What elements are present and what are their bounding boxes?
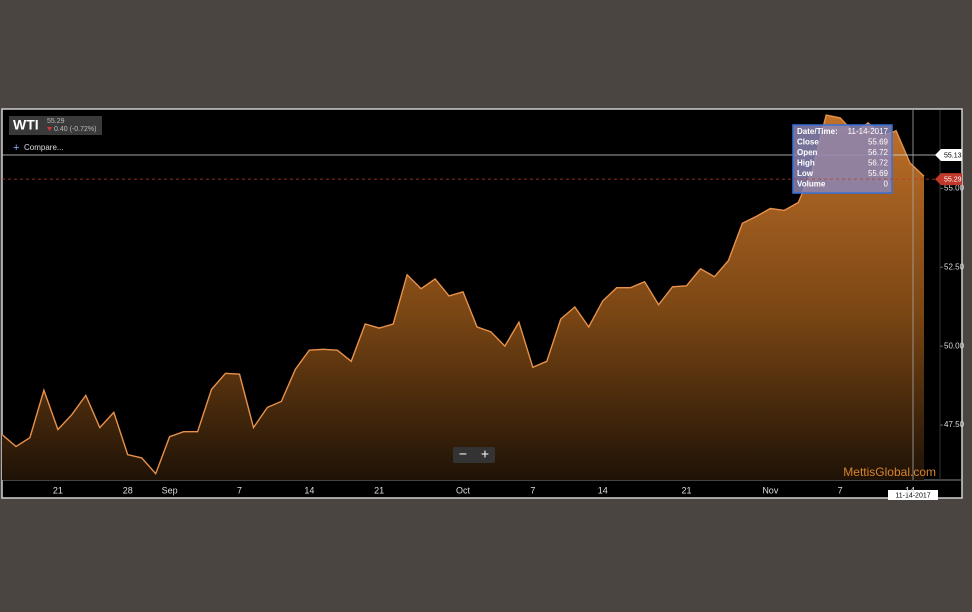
x-tick-label: 7 — [237, 485, 242, 495]
last-price: 55.29 — [47, 118, 65, 125]
crosshair-value-tag — [935, 149, 962, 161]
tooltip-value: 56.72 — [868, 148, 889, 157]
tooltip-value: 56.72 — [868, 159, 889, 168]
crosshair-value: 55.13 — [944, 152, 962, 159]
tooltip-value: 55.69 — [868, 169, 889, 178]
tooltip-label: Date/Time: — [797, 127, 838, 136]
x-tick-label: Oct — [456, 485, 471, 495]
x-tick-label: 14 — [905, 485, 915, 495]
ticker: WTI — [13, 117, 39, 133]
area-fill — [2, 115, 924, 480]
tooltip-label: High — [797, 159, 815, 168]
last-price-label: 55.29 — [944, 176, 962, 183]
plot — [1, 114, 925, 480]
x-tick-label: 28 — [123, 485, 133, 495]
tooltip-box — [792, 124, 893, 194]
x-tick-label: Sep — [162, 485, 178, 495]
x-tick-label: 21 — [53, 485, 63, 495]
down-arrow — [47, 127, 52, 131]
x-tick-label: 7 — [838, 485, 843, 495]
tooltip-label: Low — [797, 169, 814, 178]
y-tick-label: 50.00 — [944, 341, 965, 350]
tooltip-value: 55.69 — [868, 138, 889, 147]
x-tick-label: 21 — [374, 485, 384, 495]
tooltip: Date/Time: 11-14-2017 Close 55.69 Open 56.72 H… — [792, 124, 893, 194]
tooltip-label: Volume — [797, 180, 826, 189]
x-tick-label: 21 — [682, 485, 692, 495]
crosshair-date-tag — [888, 490, 938, 500]
x-tick-label: 7 — [530, 485, 535, 495]
y-tick-label: 55.00 — [944, 183, 965, 192]
tooltip-value: 0 — [884, 180, 889, 189]
crosshair-date: 11-14-2017 — [895, 492, 930, 499]
x-tick-label: Nov — [762, 485, 779, 495]
x-tick-label: 14 — [598, 485, 608, 495]
zoom-out[interactable]: − — [459, 446, 467, 462]
price-line — [1, 114, 925, 476]
y-tick-label: 47.50 — [944, 420, 965, 429]
tooltip-value: 11-14-2017 — [848, 127, 889, 136]
tooltip-label: Close — [797, 138, 819, 147]
x-tick-label: 14 — [304, 485, 314, 495]
zoom-controls — [453, 447, 495, 463]
watermark: MettisGlobal.com — [843, 465, 936, 479]
compare-button[interactable]: Compare... — [24, 143, 64, 152]
tooltip-label: Open — [797, 148, 818, 157]
zoom-in[interactable]: + — [481, 446, 489, 462]
ticker-box — [9, 116, 102, 135]
last-price-tag — [935, 173, 962, 186]
y-tick-label: 52.50 — [944, 262, 965, 271]
compare-icon[interactable]: + — [13, 142, 19, 154]
price-change: 0.40 (-0.72%) — [54, 126, 96, 133]
